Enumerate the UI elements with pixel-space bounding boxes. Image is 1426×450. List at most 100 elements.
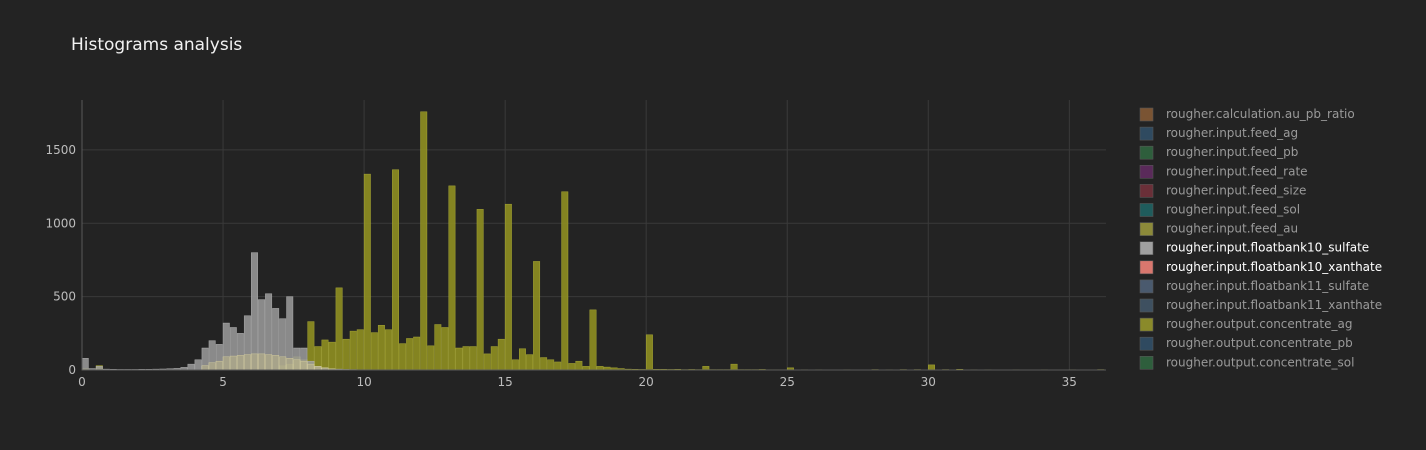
histogram-bar-rougher-output-concentrate-ag <box>463 347 469 370</box>
legend-item[interactable]: rougher.input.floatbank11_sulfate <box>1140 279 1369 293</box>
legend-label[interactable]: rougher.input.floatbank11_sulfate <box>1166 279 1369 293</box>
legend-swatch[interactable] <box>1140 337 1153 350</box>
histogram-bar-rougher-input-floatbank10-xanthate <box>301 361 307 370</box>
legend-label[interactable]: rougher.input.feed_size <box>1166 183 1306 197</box>
legend-item[interactable]: rougher.input.feed_au <box>1140 222 1298 236</box>
histogram-bar-rougher-output-concentrate-ag <box>583 366 589 370</box>
histogram-bar-rougher-output-concentrate-ag <box>421 112 427 370</box>
histogram-bar-rougher-input-floatbank10-xanthate <box>272 355 278 370</box>
histogram-bar-rougher-input-floatbank10-xanthate <box>258 354 264 370</box>
legend-swatch[interactable] <box>1140 318 1153 331</box>
histogram-bar-rougher-input-floatbank10-xanthate <box>230 356 236 370</box>
histogram-bar-rougher-output-concentrate-ag <box>512 360 518 370</box>
histogram-bar-rougher-output-concentrate-ag <box>555 362 561 370</box>
chart-title: Histograms analysis <box>71 35 242 55</box>
histogram-bar-rougher-output-concentrate-ag <box>385 330 391 370</box>
legend-label[interactable]: rougher.calculation.au_pb_ratio <box>1166 107 1355 121</box>
histogram-bar-rougher-input-floatbank10-xanthate <box>315 366 321 370</box>
histogram-bar-rougher-input-floatbank10-sulfate <box>82 358 88 370</box>
legend-item[interactable]: rougher.input.floatbank11_xanthate <box>1140 298 1382 312</box>
histogram-bar-rougher-output-concentrate-ag <box>703 366 709 370</box>
legend-item[interactable]: rougher.output.concentrate_pb <box>1140 336 1353 350</box>
plot-area <box>82 112 1104 370</box>
legend-item[interactable]: rougher.calculation.au_pb_ratio <box>1140 107 1355 121</box>
histogram-bar-rougher-input-floatbank10-sulfate <box>96 366 102 370</box>
legend-label[interactable]: rougher.output.concentrate_sol <box>1166 355 1354 369</box>
legend-swatch[interactable] <box>1140 204 1153 217</box>
legend-swatch[interactable] <box>1140 356 1153 369</box>
legend[interactable]: rougher.calculation.au_pb_ratio rougher.i… <box>1140 107 1382 369</box>
legend-swatch[interactable] <box>1140 127 1153 140</box>
histogram-bar-rougher-output-concentrate-ag <box>364 174 370 370</box>
legend-item[interactable]: rougher.input.feed_size <box>1140 183 1306 197</box>
y-tick-label: 1000 <box>45 216 76 230</box>
legend-swatch[interactable] <box>1140 261 1153 274</box>
histogram-bar-rougher-output-concentrate-ag <box>343 339 349 370</box>
histogram-bar-rougher-input-floatbank10-xanthate <box>216 361 222 370</box>
histogram-bar-rougher-output-concentrate-ag <box>597 366 603 370</box>
legend-swatch[interactable] <box>1140 108 1153 121</box>
legend-swatch[interactable] <box>1140 184 1153 197</box>
axes: 0 5 10 15 20 25 30 35 0 500 1000 1500 <box>45 100 1106 389</box>
legend-item[interactable]: rougher.input.floatbank10_sulfate <box>1140 241 1369 255</box>
histogram-bar-rougher-input-floatbank10-xanthate <box>244 355 250 370</box>
histogram-bar-rougher-output-concentrate-ag <box>533 261 539 370</box>
histogram-bar-rougher-input-floatbank10-xanthate <box>202 366 208 370</box>
histogram-bar-rougher-output-concentrate-ag <box>470 347 476 370</box>
legend-item[interactable]: rougher.output.concentrate_ag <box>1140 317 1352 331</box>
histogram-bar-rougher-output-concentrate-ag <box>498 339 504 370</box>
legend-swatch[interactable] <box>1140 242 1153 255</box>
histogram-bar-rougher-input-floatbank10-sulfate <box>188 364 194 370</box>
legend-item[interactable]: rougher.input.floatbank10_xanthate <box>1140 260 1382 274</box>
legend-swatch[interactable] <box>1140 165 1153 178</box>
legend-label[interactable]: rougher.output.concentrate_pb <box>1166 336 1353 350</box>
legend-item[interactable]: rougher.input.feed_rate <box>1140 164 1308 178</box>
legend-swatch[interactable] <box>1140 299 1153 312</box>
x-tick-label: 30 <box>921 375 936 389</box>
legend-swatch[interactable] <box>1140 280 1153 293</box>
x-tick-label: 15 <box>497 375 512 389</box>
histogram-bar-rougher-output-concentrate-ag <box>731 364 737 370</box>
legend-label[interactable]: rougher.input.feed_ag <box>1166 126 1298 140</box>
legend-item[interactable]: rougher.output.concentrate_sol <box>1140 355 1354 369</box>
histogram-bar-rougher-input-floatbank10-xanthate <box>237 355 243 370</box>
histogram-bar-rougher-output-concentrate-ag <box>449 186 455 370</box>
histogram-bar-rougher-output-concentrate-ag <box>329 342 335 370</box>
x-tick-label: 10 <box>356 375 371 389</box>
histogram-bar-rougher-output-concentrate-ag <box>569 363 575 370</box>
legend-label[interactable]: rougher.input.floatbank10_xanthate <box>1166 260 1382 274</box>
histogram-bar-rougher-output-concentrate-ag <box>442 327 448 370</box>
histogram-bar-rougher-input-floatbank10-xanthate <box>308 364 314 370</box>
legend-label[interactable]: rougher.output.concentrate_ag <box>1166 317 1352 331</box>
legend-item[interactable]: rougher.input.feed_sol <box>1140 203 1300 217</box>
histogram-bar-rougher-input-floatbank10-xanthate <box>279 357 285 370</box>
legend-item[interactable]: rougher.input.feed_pb <box>1140 145 1298 159</box>
histogram-bar-rougher-output-concentrate-ag <box>350 331 356 370</box>
histogram-bar-rougher-output-concentrate-ag <box>484 354 490 370</box>
histogram-bar-rougher-output-concentrate-ag <box>590 310 596 370</box>
x-tick-label: 25 <box>780 375 795 389</box>
histogram-bar-rougher-output-concentrate-ag <box>576 361 582 370</box>
x-tick-label: 20 <box>639 375 654 389</box>
legend-label[interactable]: rougher.input.floatbank11_xanthate <box>1166 298 1382 312</box>
histogram-bar-rougher-input-floatbank10-xanthate <box>223 357 229 370</box>
histogram-bar-rougher-output-concentrate-ag <box>435 325 441 370</box>
legend-label[interactable]: rougher.input.feed_au <box>1166 222 1298 236</box>
histogram-bar-rougher-output-concentrate-ag <box>519 349 525 370</box>
legend-label[interactable]: rougher.input.floatbank10_sulfate <box>1166 241 1369 255</box>
legend-swatch[interactable] <box>1140 146 1153 159</box>
x-tick-label: 5 <box>219 375 227 389</box>
legend-label[interactable]: rougher.input.feed_pb <box>1166 145 1298 159</box>
y-tick-label: 500 <box>53 290 76 304</box>
legend-swatch[interactable] <box>1140 223 1153 236</box>
legend-label[interactable]: rougher.input.feed_rate <box>1166 164 1308 178</box>
histogram-bar-rougher-output-concentrate-ag <box>505 204 511 370</box>
y-tick-label: 0 <box>68 363 76 377</box>
legend-item[interactable]: rougher.input.feed_ag <box>1140 126 1298 140</box>
legend-label[interactable]: rougher.input.feed_sol <box>1166 203 1300 217</box>
histogram-bar-rougher-input-floatbank10-sulfate <box>251 253 257 370</box>
histogram-bar-rougher-input-floatbank10-xanthate <box>251 354 257 370</box>
x-tick-label: 35 <box>1062 375 1077 389</box>
histogram-bar-rougher-input-floatbank10-xanthate <box>209 363 215 370</box>
histogram-bar-rougher-output-concentrate-ag <box>322 340 328 370</box>
